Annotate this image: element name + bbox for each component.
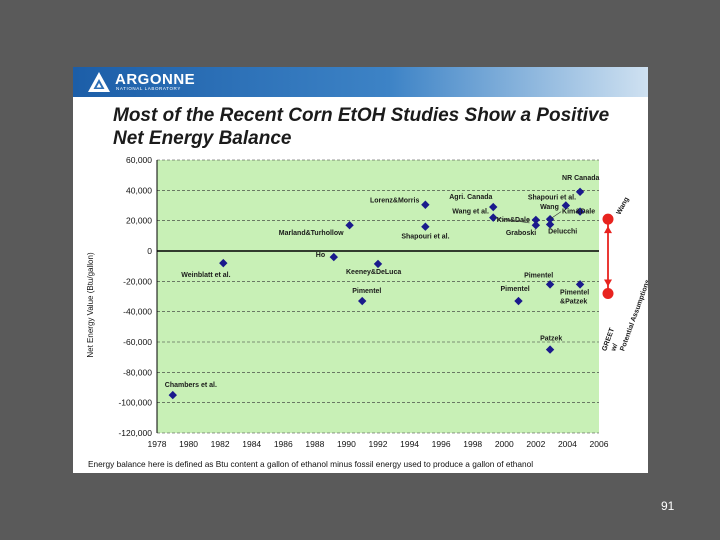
data-point-marker <box>168 390 177 400</box>
page-number: 91 <box>661 499 675 513</box>
data-point-marker <box>219 258 228 268</box>
data-point-marker <box>329 252 338 262</box>
x-tick-label: 1984 <box>242 439 261 449</box>
net-energy-chart: 60,000 40,000 20,000 0 -20,000 -40,000 -60,000… <box>86 155 648 449</box>
greet-low-point <box>602 287 614 299</box>
data-point-label: Agri. Canada <box>449 194 492 201</box>
data-point-marker <box>575 280 585 289</box>
data-point-label: NR Canada <box>562 175 599 182</box>
data-point-label: Wang <box>540 204 559 211</box>
y-tick-label: -40,000 <box>123 307 152 317</box>
x-tick-label: 2004 <box>558 439 577 449</box>
data-point-label: Marland&Turhollow <box>279 230 344 237</box>
data-point-label: Ho <box>316 252 325 259</box>
y-tick-label: -20,000 <box>123 276 152 286</box>
data-point-marker <box>489 202 498 212</box>
data-point-marker <box>373 259 383 269</box>
data-point-label: Chambers et al. <box>165 382 217 389</box>
data-point-label: Delucchi <box>548 228 577 235</box>
y-axis-label: Net Energy Value (Btu/gallon) <box>86 252 95 358</box>
y-tick-label: 40,000 <box>126 185 152 195</box>
slide-title: Most of the Recent Corn EtOH Studies Sho… <box>113 105 610 149</box>
x-tick-label: 1998 <box>463 439 482 449</box>
gridlines <box>157 159 599 434</box>
x-tick-label: 1986 <box>274 439 293 449</box>
y-tick-label: -60,000 <box>123 337 152 347</box>
data-point-label: Weinblatt et al. <box>181 272 230 279</box>
logo-name: ARGONNE <box>115 71 196 88</box>
data-point-label: Keeney&DeLuca <box>346 269 401 276</box>
greet-high-label: Wang <box>616 196 631 216</box>
greet-low-label: w/ <box>610 343 619 353</box>
x-tick-label: 1992 <box>369 439 388 449</box>
data-point-marker <box>421 200 430 209</box>
data-point-marker <box>575 187 585 197</box>
x-tick-label: 2006 <box>590 439 609 449</box>
x-tick-label: 1982 <box>211 439 230 449</box>
data-point-label: Pimentel <box>352 288 381 295</box>
header-banner: ARGONNE NATIONAL LABORATORY <box>73 67 648 97</box>
footnote: Energy balance here is defined as Btu co… <box>88 459 534 469</box>
greet-arrow-up <box>604 226 612 234</box>
greet-high-point <box>602 213 614 225</box>
x-tick-label: 1978 <box>148 439 167 449</box>
data-point-label: Shapouri et al. <box>528 195 576 202</box>
logo-subtitle: NATIONAL LABORATORY <box>116 86 181 91</box>
data-point-label: Patzek <box>540 336 562 343</box>
data-point-label: Graboski <box>506 230 536 237</box>
label-connector <box>493 217 530 224</box>
data-point-label: Kim&Dale <box>562 209 595 216</box>
data-point-marker <box>345 221 354 230</box>
greet-arrow-down <box>604 279 612 287</box>
y-tick-label: -100,000 <box>118 398 152 408</box>
y-tick-label: 0 <box>147 246 152 256</box>
slide: ARGONNE NATIONAL LABORATORY Most of the … <box>73 67 648 473</box>
data-point-marker <box>561 201 571 210</box>
data-point-label: Pimentel <box>524 272 553 279</box>
y-tick-label: 60,000 <box>126 155 152 165</box>
y-tick-label: 20,000 <box>126 216 152 226</box>
x-tick-label: 2000 <box>495 439 514 449</box>
label-connector <box>549 211 562 220</box>
x-tick-labels: 1978 1980 1982 1984 1986 1988 1990 1992 1994 1996… <box>148 439 609 449</box>
y-tick-label: -80,000 <box>123 367 152 377</box>
data-point-label: Shapouri et al. <box>401 234 449 241</box>
plot-area <box>157 160 599 433</box>
y-tick-label: -120,000 <box>118 428 152 438</box>
data-point-label: Lorenz&Morris <box>370 198 420 205</box>
x-tick-label: 1996 <box>432 439 451 449</box>
data-point-label: &Patzek <box>560 298 587 305</box>
x-tick-label: 1980 <box>179 439 198 449</box>
data-point-label: Wang et al. <box>452 209 489 216</box>
argonne-logo-icon <box>88 72 110 92</box>
x-tick-label: 1988 <box>305 439 324 449</box>
data-point-marker <box>575 207 585 216</box>
x-tick-label: 2002 <box>526 439 545 449</box>
data-point-label: Pimentel <box>560 289 589 296</box>
data-point-marker <box>421 222 430 231</box>
x-tick-label: 1990 <box>337 439 356 449</box>
y-tick-labels: 60,000 40,000 20,000 0 -20,000 -40,000 -60,000… <box>118 155 152 438</box>
data-point-marker <box>358 296 367 306</box>
data-point-label: Pimentel <box>500 286 529 293</box>
greet-low-label: Potential Assumptions <box>619 279 648 353</box>
x-tick-label: 1994 <box>400 439 419 449</box>
